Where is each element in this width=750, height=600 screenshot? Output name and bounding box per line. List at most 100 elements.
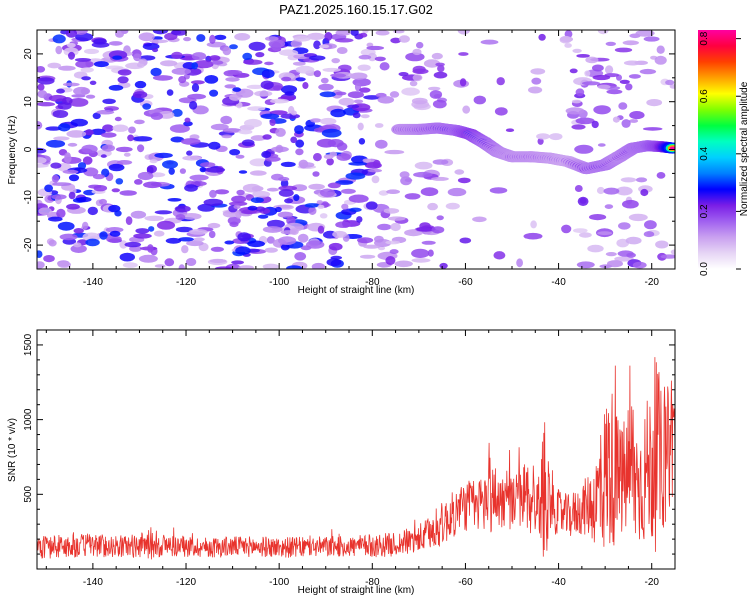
spectrogram-noise-blob — [322, 67, 342, 72]
spectrogram-noise-blob — [412, 65, 426, 74]
spectrogram-noise-blob — [83, 167, 99, 177]
spectrogram-noise-blob — [459, 237, 472, 244]
spectrogram-noise-blob — [531, 77, 542, 85]
spectrogram-noise-blob — [178, 76, 187, 84]
spectrogram-noise-blob — [133, 233, 152, 239]
spectrogram-noise-blob — [153, 230, 165, 237]
spectrogram-y-tick-label: 0 — [23, 146, 34, 152]
spectrogram-noise-blob — [605, 65, 614, 75]
spectrogram-x-tick-label: -20 — [644, 277, 659, 288]
spectrogram-noise-blob — [363, 244, 381, 249]
spectrogram-noise-blob — [114, 210, 122, 217]
spectrogram-noise-blob — [348, 194, 369, 203]
spectrogram-noise-blob — [149, 39, 169, 44]
spectrogram-noise-blob — [249, 158, 269, 167]
spectrogram-noise-blob — [318, 83, 334, 91]
spectrogram-noise-blob — [537, 137, 544, 145]
spectrogram-noise-blob — [210, 123, 229, 131]
spectrogram-noise-blob — [43, 255, 55, 263]
spectrogram-noise-blob — [597, 143, 606, 147]
spectrogram-noise-blob — [362, 30, 369, 34]
spectrogram-noise-blob — [234, 33, 251, 41]
spectrogram-noise-blob — [472, 216, 487, 223]
figure-title: PAZ1.2025.160.15.17.G02 — [279, 2, 433, 17]
spectrogram-noise-blob — [614, 256, 634, 262]
spectrogram-noise-blob — [246, 84, 264, 89]
spectrogram-noise-blob — [205, 166, 226, 173]
spectrogram-noise-blob — [67, 142, 78, 147]
spectrogram-noise-blob — [156, 220, 176, 230]
spectrogram-noise-blob — [632, 261, 647, 269]
spectrogram-noise-blob — [231, 260, 245, 265]
spectrogram-noise-blob — [189, 174, 209, 181]
spectrogram-noise-blob — [398, 35, 410, 43]
spectrogram-noise-blob — [190, 80, 205, 85]
spectrogram-noise-blob — [306, 240, 325, 249]
spectrogram-noise-blob — [73, 228, 84, 234]
spectrogram-noise-blob — [359, 254, 376, 259]
spectrogram-noise-blob — [220, 115, 233, 125]
spectrogram-noise-blob — [635, 30, 655, 37]
spectrogram-noise-blob — [334, 91, 347, 96]
spectrogram-noise-blob — [119, 190, 137, 196]
snr-x-tick-label: -100 — [269, 577, 289, 588]
spectrogram-noise-blob — [105, 227, 124, 233]
spectrogram-noise-blob — [85, 238, 100, 247]
spectrogram-noise-blob — [290, 110, 297, 116]
spectrogram-x-tick-label: -80 — [365, 277, 380, 288]
spectrogram-noise-blob — [68, 174, 80, 182]
snr-x-tick-label: -60 — [458, 577, 473, 588]
spectrogram-noise-blob — [87, 206, 99, 216]
spectrogram-noise-blob — [427, 202, 438, 211]
spectrogram-noise-blob — [100, 154, 107, 158]
spectrogram-noise-blob — [222, 128, 242, 133]
spectrogram-noise-blob — [175, 214, 186, 221]
spectrogram-noise-blob — [64, 154, 72, 164]
spectrogram-noise-blob — [347, 104, 360, 109]
spectrogram-noise-blob — [589, 214, 607, 221]
spectrogram-noise-blob — [154, 210, 173, 215]
spectrogram-noise-blob — [92, 174, 105, 180]
spectrogram-noise-blob — [229, 149, 241, 156]
spectrogram-noise-blob — [38, 207, 52, 215]
spectrogram-noise-blob — [266, 236, 275, 244]
spectrogram-noise-blob — [374, 123, 384, 128]
spectrogram-noise-blob — [454, 169, 465, 175]
spectrogram-noise-blob — [271, 41, 282, 52]
spectrogram-noise-blob — [132, 91, 148, 99]
spectrogram-noise-blob — [427, 249, 434, 257]
spectrogram-noise-blob — [374, 56, 386, 62]
spectrogram-noise-blob — [144, 215, 164, 221]
spectrogram-noise-blob — [115, 146, 133, 153]
spectrogram-noise-blob — [66, 43, 76, 48]
spectrogram-noise-blob — [340, 188, 356, 194]
spectrogram-noise-blob — [178, 264, 185, 269]
spectrogram-noise-blob — [390, 222, 401, 232]
spectrogram-noise-blob — [320, 77, 329, 84]
spectrogram-noise-blob — [81, 76, 91, 81]
spectrogram-noise-blob — [260, 113, 280, 120]
spectrogram-noise-blob — [347, 91, 364, 99]
spectrogram-noise-blob — [622, 40, 639, 46]
spectrogram-noise-blob — [431, 176, 449, 181]
spectrogram-noise-blob — [592, 64, 604, 72]
spectrogram-noise-blob — [147, 244, 154, 253]
spectrogram-noise-blob — [142, 103, 152, 110]
spectrogram-noise-blob — [379, 62, 390, 71]
spectrogram-noise-blob — [143, 181, 162, 189]
spectrogram-noise-blob — [421, 240, 436, 245]
spectrogram-noise-blob — [278, 176, 290, 182]
spectrogram-noise-blob — [619, 79, 630, 84]
spectrogram-noise-blob — [433, 71, 448, 79]
spectrogram-noise-blob — [292, 61, 306, 66]
spectrogram-noise-blob — [63, 47, 79, 57]
spectrogram-noise-blob — [186, 240, 204, 247]
spectrogram-noise-blob — [52, 110, 69, 118]
spectrogram-noise-blob — [191, 83, 200, 92]
spectrogram-noise-blob — [134, 179, 143, 185]
spectrogram-noise-blob — [224, 240, 235, 245]
spectrogram-x-ticks: -140 -120 -100 -80 -60 -40 -20 — [45, 30, 676, 288]
spectrogram-noise-blob — [264, 156, 281, 162]
spectrogram-noise-blob — [37, 102, 55, 107]
colorbar-tick-label: 0.4 — [699, 146, 710, 160]
